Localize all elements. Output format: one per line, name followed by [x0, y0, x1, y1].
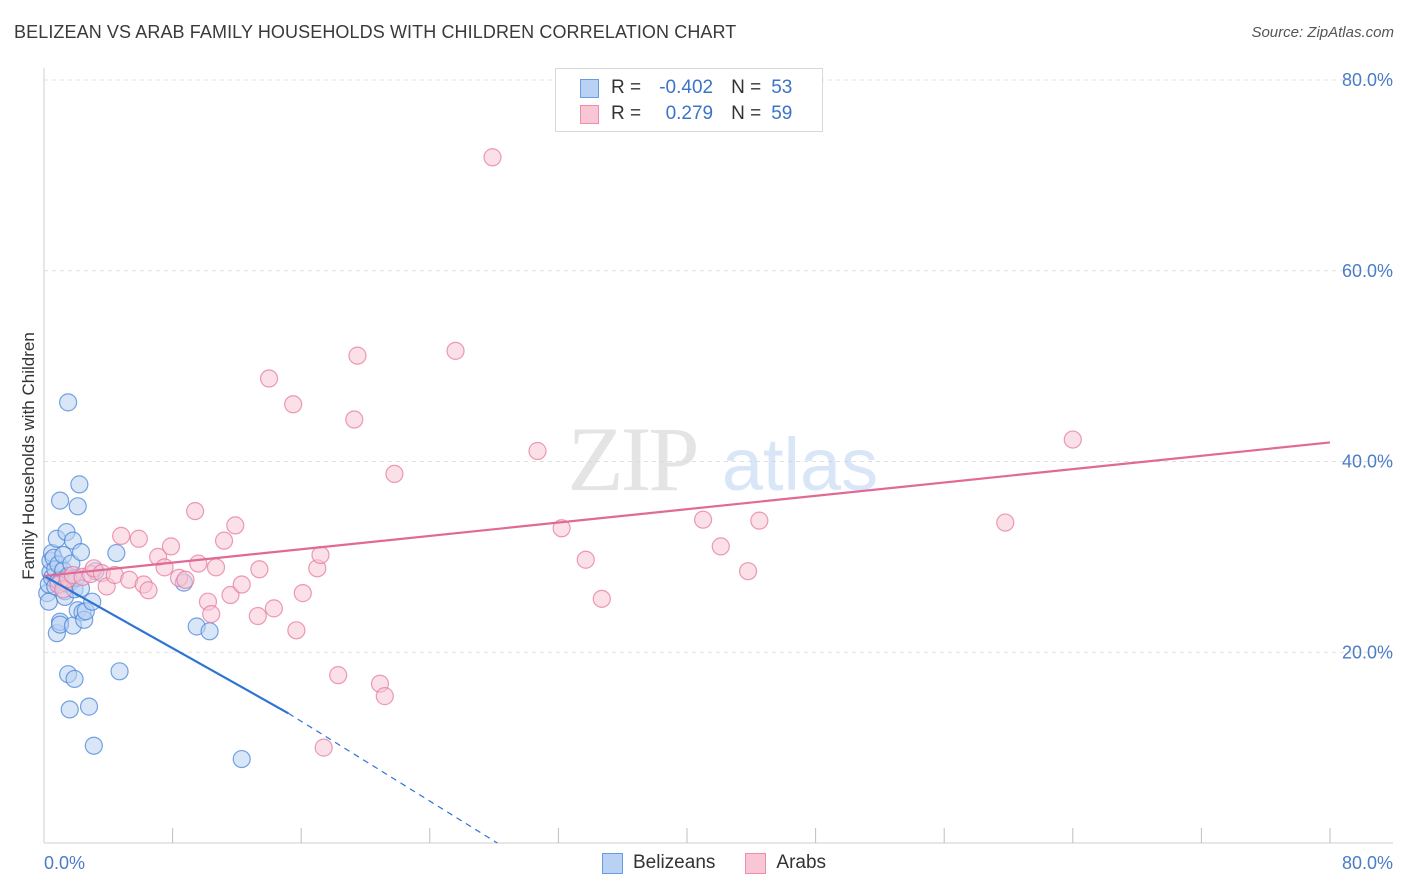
legend-row-belizeans: R = -0.402 N = 53 — [580, 76, 792, 100]
data-point-belizeans — [68, 497, 87, 516]
gridlines — [44, 79, 1393, 653]
data-point-arabs — [221, 585, 240, 605]
data-point-arabs — [552, 519, 571, 538]
y-tick-labels: 20.0% 40.0% 60.0% 80.0% — [1342, 70, 1393, 662]
watermark-atlas: atlas — [722, 423, 878, 506]
data-point-belizeans — [84, 736, 103, 755]
data-point-arabs — [248, 606, 267, 626]
legend-n-value: 59 — [771, 103, 793, 124]
source-label: Source: ZipAtlas.com — [1251, 24, 1394, 41]
data-point-arabs — [592, 589, 611, 608]
data-point-arabs — [348, 346, 367, 365]
series-swatch-arabs — [745, 852, 767, 874]
x-tick-labels: 0.0% 80.0% — [44, 853, 1393, 873]
y-tick-label: 60.0% — [1342, 261, 1393, 281]
data-point-arabs — [206, 558, 226, 577]
data-point-arabs — [345, 410, 364, 429]
data-point-belizeans — [70, 475, 89, 494]
data-point-belizeans — [110, 662, 129, 681]
data-point-arabs — [139, 581, 158, 600]
data-point-belizeans — [107, 543, 126, 563]
data-point-belizeans — [71, 543, 91, 562]
data-point-belizeans — [60, 700, 79, 719]
data-point-arabs — [214, 531, 234, 550]
data-point-belizeans — [59, 393, 78, 412]
legend-r-value: 0.279 — [665, 103, 714, 124]
x-tick-label: 0.0% — [44, 853, 85, 873]
legend-n-label: N = — [731, 77, 762, 98]
trend-line-extension-belizeans — [288, 712, 498, 844]
data-point-arabs — [287, 621, 306, 640]
data-point-arabs — [528, 441, 547, 461]
y-tick-label: 20.0% — [1342, 642, 1393, 662]
y-axis-label: Family Households with Children — [19, 332, 38, 580]
data-point-arabs — [329, 666, 348, 685]
data-point-arabs — [176, 570, 195, 589]
data-point-arabs — [375, 687, 394, 706]
series-legend-arabs[interactable]: Arabs — [745, 852, 826, 874]
data-point-arabs — [996, 513, 1015, 532]
data-point-belizeans — [79, 697, 99, 716]
data-point-arabs — [189, 554, 208, 573]
data-point-arabs — [250, 560, 269, 579]
data-point-arabs — [129, 529, 148, 548]
y-tick-label: 40.0% — [1342, 452, 1393, 472]
data-point-arabs — [284, 395, 303, 414]
legend-swatch-belizeans — [580, 78, 599, 98]
trend-line-arabs — [43, 441, 1331, 578]
data-point-arabs — [259, 369, 279, 388]
data-point-arabs — [232, 575, 251, 594]
legend-r-label: R = — [611, 103, 642, 124]
data-point-arabs — [385, 464, 404, 483]
legend-row-arabs: R = 0.279 N = 59 — [580, 102, 792, 126]
data-point-arabs — [750, 511, 769, 530]
data-point-arabs — [314, 738, 333, 757]
data-point-arabs — [738, 562, 758, 581]
trend-lines — [43, 441, 1331, 844]
data-point-belizeans — [50, 491, 70, 510]
data-point-arabs — [264, 599, 283, 618]
data-point-arabs — [293, 584, 312, 603]
series-legend: Belizeans Arabs — [602, 852, 856, 874]
data-point-arabs — [112, 526, 131, 545]
data-point-arabs — [186, 501, 205, 521]
series-label-belizeans: Belizeans — [633, 852, 716, 873]
data-point-belizeans — [39, 592, 58, 611]
data-point-arabs — [576, 550, 595, 569]
data-point-arabs — [155, 558, 174, 577]
x-tick-label: 80.0% — [1342, 853, 1393, 873]
legend-r-label: R = — [611, 77, 642, 98]
data-point-arabs — [693, 510, 713, 529]
legend-r-value: -0.402 — [659, 77, 714, 98]
data-point-arabs — [1063, 430, 1082, 449]
data-point-arabs — [483, 148, 502, 167]
data-point-arabs — [226, 516, 245, 535]
chart-title: BELIZEAN VS ARAB FAMILY HOUSEHOLDS WITH … — [14, 22, 737, 42]
series-arabs — [49, 148, 1082, 757]
data-point-arabs — [446, 341, 465, 360]
watermark-zip: ZIP — [568, 408, 697, 510]
y-tick-label: 80.0% — [1342, 70, 1393, 90]
data-points — [38, 148, 1082, 769]
data-point-arabs — [161, 537, 181, 556]
legend-swatch-arabs — [580, 104, 599, 124]
legend-n-value: 53 — [771, 77, 793, 98]
correlation-legend: R = -0.402 N = 53 R = 0.279 N = 59 — [555, 68, 823, 132]
data-point-arabs — [202, 604, 221, 624]
axes — [43, 68, 1393, 844]
trend-line-belizeans — [43, 574, 289, 715]
legend-n-label: N = — [731, 103, 762, 124]
data-point-arabs — [311, 545, 330, 565]
data-point-arabs — [711, 537, 730, 556]
series-legend-belizeans[interactable]: Belizeans — [602, 852, 715, 874]
data-point-belizeans — [232, 749, 251, 769]
data-point-belizeans — [200, 622, 219, 641]
watermark: ZIP atlas — [568, 408, 879, 510]
series-label-arabs: Arabs — [776, 852, 827, 873]
series-swatch-belizeans — [602, 852, 623, 874]
data-point-belizeans — [65, 669, 84, 689]
